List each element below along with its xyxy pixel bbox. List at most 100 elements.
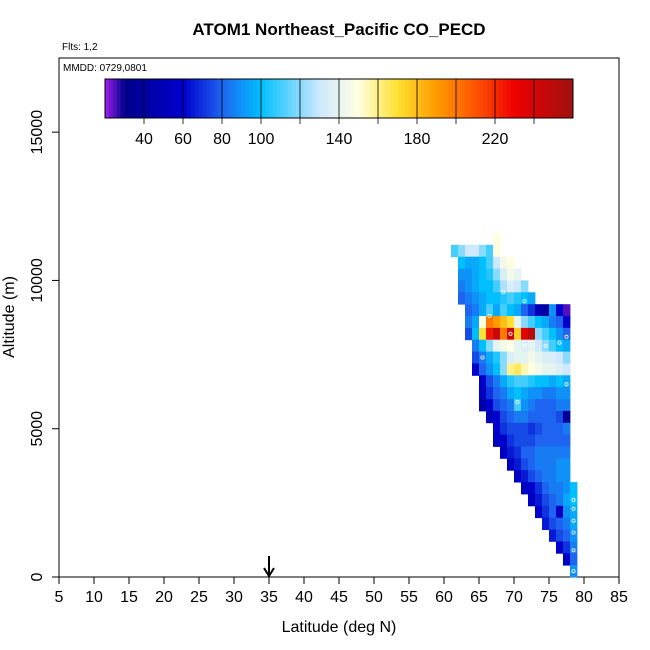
colorbar-segment (405, 79, 410, 118)
x-axis-label: Latitude (deg N) (282, 619, 397, 636)
colorbar-segment (218, 79, 223, 118)
heatmap-cell (493, 268, 501, 281)
heatmap-cell (535, 410, 543, 424)
heatmap-cell (514, 304, 522, 317)
heatmap-cell (549, 351, 557, 364)
heatmap-cell (465, 244, 473, 258)
y-tick-label: 15000 (29, 110, 46, 155)
heatmap-cell (535, 327, 543, 341)
colorbar-segment (432, 79, 437, 118)
x-tick-label: 15 (120, 589, 138, 606)
colorbar-segment (471, 79, 476, 118)
colorbar-segment (389, 79, 395, 118)
colorbar-segment (506, 79, 512, 118)
heatmap-cell (507, 316, 515, 329)
sample-point (501, 290, 506, 295)
latitude-marker-arrow (263, 556, 275, 578)
heatmap-cell (465, 316, 473, 329)
heatmap-cell (521, 316, 529, 329)
colorbar-segment (358, 79, 363, 118)
colorbar-segment (268, 79, 274, 118)
heatmap-cell (507, 422, 515, 436)
heatmap-cell (563, 529, 571, 542)
heatmap-cell (570, 541, 578, 554)
heatmap-cell (521, 470, 529, 483)
heatmap-cell (542, 339, 550, 352)
heatmap-cell (535, 505, 543, 519)
sample-point (564, 382, 569, 387)
colorbar-segment (116, 79, 122, 118)
heatmap-cell (500, 327, 508, 341)
x-tick-label: 20 (155, 589, 173, 606)
heatmap-cell (507, 434, 515, 447)
heatmap-cell (493, 316, 501, 329)
heatmap-cell (479, 351, 487, 364)
heatmap-cell (521, 280, 529, 293)
heatmap-cell (535, 494, 543, 507)
heatmap-cell (542, 505, 550, 519)
heatmap-cell (465, 327, 473, 341)
heatmap-cell (507, 363, 515, 376)
heatmap-cell (493, 434, 501, 447)
sample-point (571, 548, 576, 553)
heatmap-cell (535, 387, 543, 400)
colorbar-segment (261, 79, 266, 118)
heatmap-cell (542, 375, 550, 388)
sample-point (557, 340, 562, 345)
colorbar-segment (483, 79, 488, 118)
heatmap-cell (465, 304, 473, 317)
heatmap-cell (556, 375, 564, 388)
heatmap-cell (479, 375, 487, 388)
colorbar-segment (346, 79, 352, 118)
x-tick-label: 55 (400, 589, 418, 606)
heatmap-cell (500, 375, 508, 388)
colorbar-segment (136, 79, 141, 118)
heatmap-cell (500, 280, 508, 293)
colorbar-segment (307, 79, 313, 118)
colorbar-segment (428, 79, 434, 118)
colorbar-segment (393, 79, 398, 118)
colorbar-segment (374, 79, 379, 118)
heatmap-cell (542, 470, 550, 483)
colorbar-segment (537, 79, 543, 118)
colorbar-segment (151, 79, 157, 118)
heatmap-cell (556, 458, 564, 471)
heatmap-cell (563, 304, 571, 317)
heatmap-cell (507, 446, 515, 459)
heatmap-cell (563, 339, 571, 352)
heatmap-cell (528, 304, 536, 317)
heatmap-cell (493, 256, 501, 269)
colorbar-segment (253, 79, 258, 118)
heatmap-cell (521, 410, 529, 424)
heatmap-cell (528, 446, 536, 459)
heatmap-cell (556, 422, 564, 436)
heatmap-cell (535, 422, 543, 436)
colorbar-segment (557, 79, 562, 118)
heatmap-cell (528, 316, 536, 329)
heatmap-cell (528, 470, 536, 483)
sample-point (543, 343, 548, 348)
heatmap-cell (563, 494, 571, 507)
colorbar-segment (424, 79, 430, 118)
colorbar-segment (420, 79, 426, 118)
heatmap-cell (535, 458, 543, 471)
heatmap-cell (465, 280, 473, 293)
colorbar-segment (534, 79, 539, 118)
heatmap-cell (521, 304, 529, 317)
colorbar-segment (296, 79, 301, 118)
heatmap-cell (570, 482, 578, 495)
heatmap-cell (465, 268, 473, 281)
heatmap-cell (493, 375, 501, 388)
heatmap-cell (556, 339, 564, 352)
colorbar-segment (198, 79, 203, 118)
heatmap-cell (535, 434, 543, 447)
heatmap-cell (542, 434, 550, 447)
heatmap-cell (500, 292, 508, 305)
heatmap-cell (528, 292, 536, 305)
x-tick-label: 25 (190, 589, 208, 606)
colorbar-segment (183, 79, 188, 118)
heatmap-cell (535, 399, 543, 412)
colorbar-segment (319, 79, 324, 118)
colorbar-segment (467, 79, 473, 118)
heatmap-cell (493, 244, 501, 258)
